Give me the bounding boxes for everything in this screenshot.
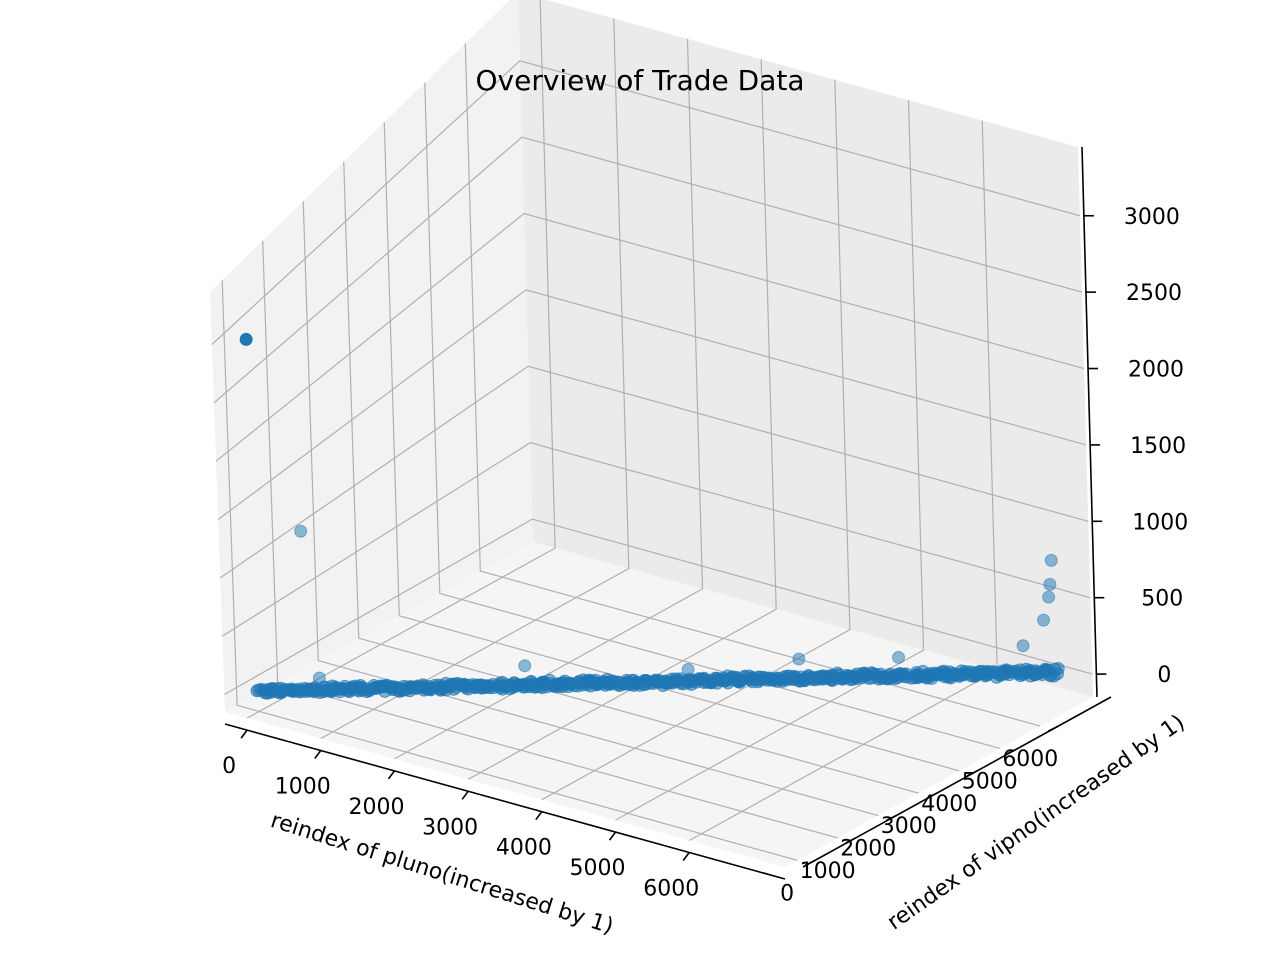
- z-tick-label: 0: [1157, 663, 1171, 688]
- data-point: [518, 659, 532, 673]
- x-tick: [314, 750, 322, 759]
- x-tick-label: 3000: [422, 815, 478, 840]
- y-tick: [926, 792, 938, 799]
- x-tick-label: 5000: [570, 856, 626, 881]
- data-point: [792, 652, 806, 666]
- y-tick-label: 0: [780, 881, 794, 906]
- y-tick: [804, 859, 816, 867]
- y-tick: [1047, 725, 1059, 732]
- data-point: [1016, 639, 1030, 653]
- x-tick-label: 6000: [643, 876, 699, 901]
- z-tick-label: 2500: [1126, 281, 1182, 306]
- z-tick-label: 2000: [1128, 358, 1184, 383]
- x-tick: [240, 729, 248, 739]
- y-gridline: [343, 161, 919, 794]
- y-gridline: [383, 122, 960, 772]
- data-point: [1043, 577, 1057, 591]
- floor-pane: [225, 542, 1093, 867]
- z-gridline: [221, 442, 1091, 637]
- z-gridline: [211, 60, 1081, 345]
- z-tick-label: 1500: [1130, 434, 1186, 459]
- x-tick-label: 1000: [275, 775, 331, 800]
- y-gridline: [221, 280, 798, 861]
- chart-title: Overview of Trade Data: [475, 64, 804, 97]
- y-gridline: [424, 82, 1000, 750]
- data-point: [239, 332, 253, 346]
- z-gridline: [224, 518, 1093, 696]
- z-gridline: [217, 289, 1087, 520]
- x-tick: [682, 852, 690, 861]
- z-tick-label: 3000: [1124, 205, 1180, 230]
- axes-panes: [210, 0, 1093, 867]
- y-tick: [966, 770, 978, 777]
- x-gridline: [541, 79, 851, 801]
- y-gridline: [302, 201, 879, 817]
- x-axis-line: [224, 723, 786, 880]
- z-tick-label: 1000: [1132, 510, 1188, 535]
- y-tick: [845, 837, 857, 844]
- x-gridline: [615, 100, 925, 821]
- y-tick-label: 3000: [881, 814, 937, 839]
- x-tick: [461, 790, 469, 800]
- data-point: [1037, 613, 1051, 627]
- data-point: [681, 663, 695, 677]
- back-pane: [518, 0, 1093, 697]
- z-tick-label: 500: [1141, 587, 1183, 612]
- z-gridline: [219, 365, 1089, 579]
- data-point: [294, 524, 308, 538]
- z-gridline: [215, 212, 1085, 462]
- y-tick: [1007, 747, 1019, 755]
- x-tick-label: 4000: [496, 836, 552, 861]
- left-pane: [210, 0, 533, 712]
- data-point: [892, 650, 906, 664]
- x-tick: [387, 770, 396, 780]
- y-tick-label: 1000: [800, 859, 856, 884]
- z-axis-line: [1081, 146, 1098, 698]
- data-points: [239, 332, 1065, 700]
- y-tick-label: 6000: [1002, 747, 1058, 772]
- x-tick-label: 2000: [348, 795, 404, 820]
- y-tick-label: 2000: [840, 837, 896, 862]
- data-point: [1044, 553, 1058, 567]
- x-gridline: [467, 59, 777, 780]
- x-gridline: [246, 0, 556, 719]
- y-tick-label: 5000: [962, 769, 1018, 794]
- z-gridline: [213, 136, 1083, 404]
- x-tick-label: 0: [222, 754, 236, 779]
- x-tick: [608, 831, 617, 841]
- x-gridline: [394, 38, 704, 760]
- x-tick: [535, 811, 543, 821]
- data-point: [1051, 662, 1065, 676]
- data-point: [1042, 590, 1056, 604]
- y-tick: [885, 814, 897, 822]
- data-point: [312, 671, 326, 685]
- y-tick-label: 4000: [921, 792, 977, 817]
